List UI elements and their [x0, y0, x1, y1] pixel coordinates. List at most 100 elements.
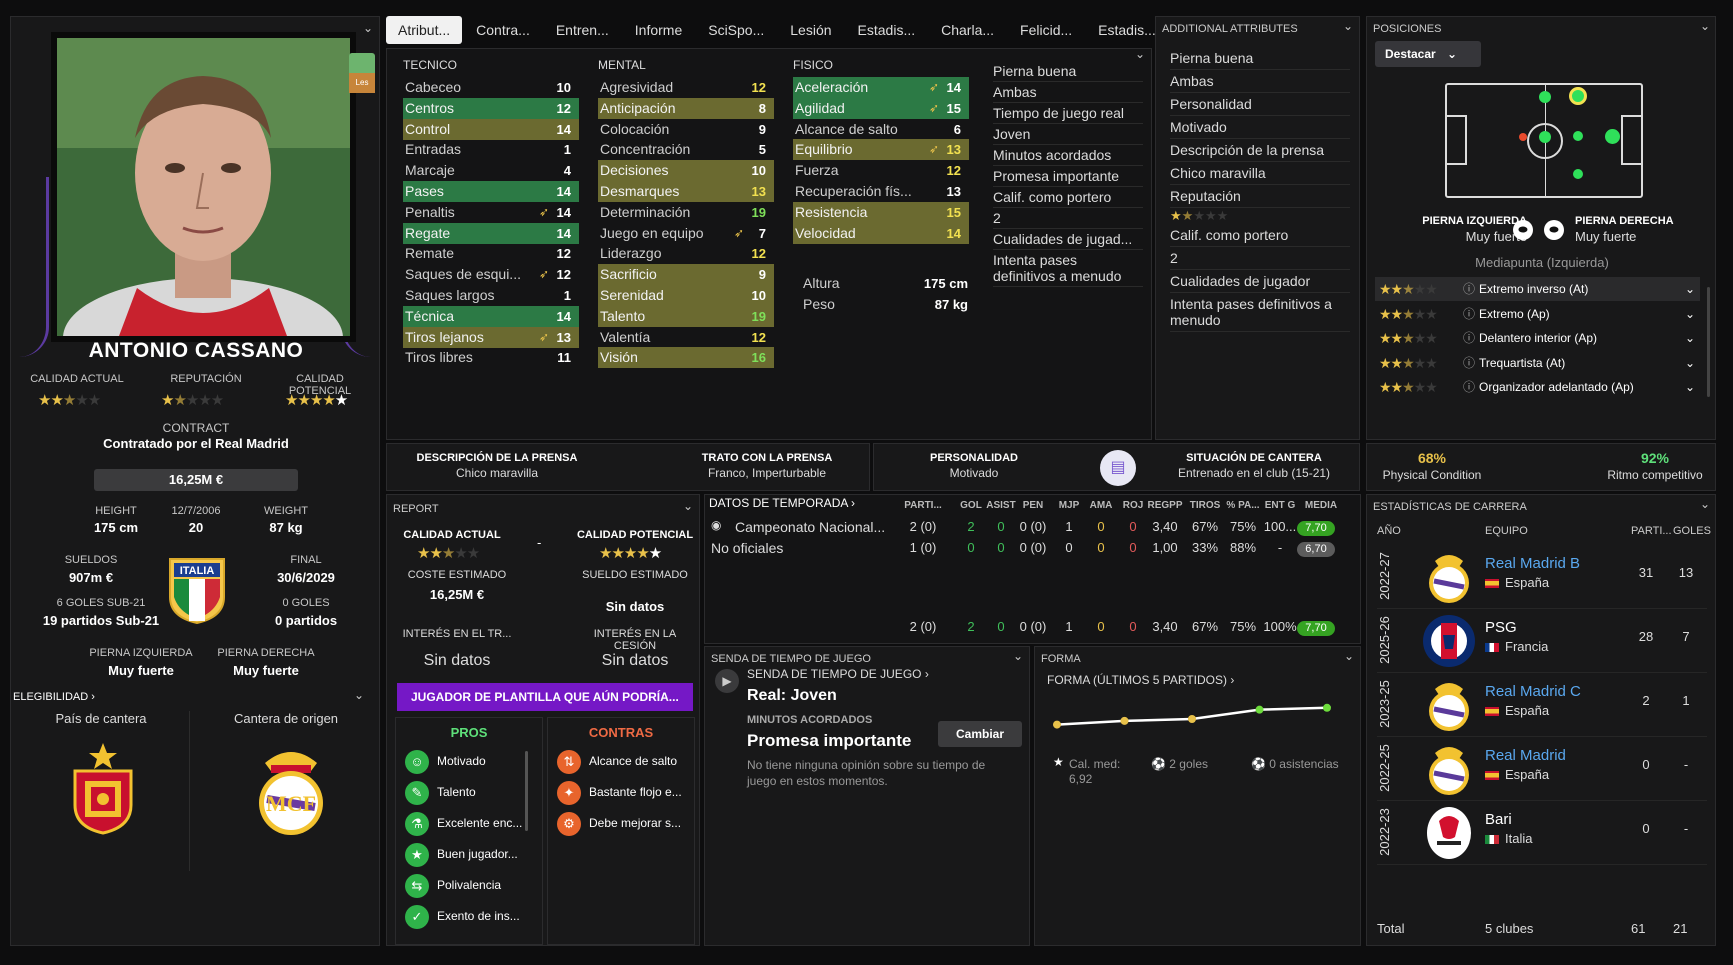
- career-row[interactable]: 2025-26 PSG Francia 28 7: [1377, 609, 1707, 673]
- tab-estadisticas[interactable]: Estadis...: [857, 22, 916, 38]
- info-icon[interactable]: ⓘ: [1463, 282, 1476, 296]
- chevron-down-icon[interactable]: ⌄: [1700, 19, 1711, 33]
- playing-time-link[interactable]: SENDA DE TIEMPO DE JUEGO ›: [747, 667, 929, 681]
- chevron-down-icon[interactable]: ⌄: [1344, 649, 1355, 663]
- attribute-row[interactable]: Marcaje 4: [403, 160, 579, 181]
- tab-informe[interactable]: Informe: [634, 22, 683, 38]
- career-row[interactable]: 2022-25 Real Madrid España 0 -: [1377, 737, 1707, 801]
- tab-scispo[interactable]: SciSpo...: [708, 22, 765, 38]
- team-name[interactable]: Real Madrid: [1485, 747, 1566, 764]
- competition-name[interactable]: No oficiales: [711, 540, 784, 556]
- season-column-header[interactable]: ENT G: [1264, 500, 1296, 511]
- season-column-header[interactable]: ROJ: [1122, 500, 1144, 511]
- chevron-down-icon[interactable]: ⌄: [1685, 380, 1696, 394]
- season-column-header[interactable]: PARTI...: [904, 500, 942, 511]
- info-icon[interactable]: ⓘ: [1463, 380, 1476, 394]
- attribute-row[interactable]: Recuperación fís... 13: [793, 181, 969, 202]
- con-item[interactable]: ⇅ Alcance de salto: [557, 747, 677, 775]
- attribute-row[interactable]: Saques largos 1: [403, 285, 579, 306]
- pro-item[interactable]: ☺ Motivado: [405, 747, 486, 775]
- attribute-row[interactable]: Liderazgo 12: [598, 243, 774, 264]
- role-row[interactable]: ★★★★★ ⓘ Extremo inverso (At) ⌄: [1375, 277, 1700, 301]
- chevron-down-icon[interactable]: ⌄: [1685, 355, 1696, 370]
- change-button[interactable]: Cambiar: [938, 721, 1022, 747]
- season-column-header[interactable]: ASIST: [986, 500, 1016, 511]
- scrollbar[interactable]: [525, 751, 528, 831]
- season-column-header[interactable]: PEN: [1022, 500, 1044, 511]
- role-row[interactable]: ★★★★★ ⓘ Trequartista (At) ⌄: [1375, 351, 1700, 375]
- attribute-row[interactable]: Entradas 1: [403, 139, 579, 160]
- chevron-down-icon[interactable]: ⌄: [1700, 497, 1711, 511]
- tab-estadisticas-2[interactable]: Estadis...: [1098, 22, 1156, 38]
- tab-felicidad[interactable]: Felicid...: [1020, 22, 1073, 38]
- team-name[interactable]: Real Madrid B: [1485, 555, 1581, 572]
- form-last5-link[interactable]: FORMA (ÚLTIMOS 5 PARTIDOS) ›: [1047, 673, 1235, 687]
- attribute-row[interactable]: Control 14: [403, 118, 579, 140]
- attribute-row[interactable]: Aceleración ➶ 14: [793, 77, 969, 98]
- attribute-row[interactable]: Tiros lejanos ➶ 13: [403, 326, 579, 348]
- role-row[interactable]: ★★★★★ ⓘ Organizador adelantado (Ap) ⌄: [1375, 375, 1700, 399]
- info-icon[interactable]: ⓘ: [1463, 306, 1476, 321]
- attribute-row[interactable]: Desmarques 13: [598, 181, 774, 202]
- attribute-row[interactable]: Fuerza 12: [793, 160, 969, 181]
- season-title[interactable]: DATOS DE TEMPORADA ›: [709, 496, 856, 510]
- chevron-down-icon[interactable]: ⌄: [1685, 306, 1696, 321]
- attribute-row[interactable]: Saques de esqui... ➶ 12: [403, 264, 579, 285]
- attribute-row[interactable]: Agresividad 12: [598, 77, 774, 98]
- chevron-down-icon[interactable]: ⌄: [1685, 282, 1696, 296]
- season-column-header[interactable]: TIROS: [1189, 500, 1221, 511]
- career-row[interactable]: 2022-27 Real Madrid B España 31 13: [1377, 545, 1707, 609]
- attribute-row[interactable]: Equilibrio ➶ 13: [793, 139, 969, 161]
- season-column-header[interactable]: AMA: [1089, 500, 1113, 511]
- season-column-header[interactable]: GOL: [960, 500, 982, 511]
- pro-item[interactable]: ★ Buen jugador...: [405, 840, 518, 868]
- attribute-row[interactable]: Colocación 9: [598, 119, 774, 140]
- season-column-header[interactable]: REGPP: [1147, 500, 1183, 511]
- attribute-row[interactable]: Penaltis ➶ 14: [403, 202, 579, 223]
- tab-contrato[interactable]: Contra...: [476, 22, 530, 38]
- info-icon[interactable]: ⓘ: [1463, 355, 1476, 370]
- chevron-down-icon[interactable]: ⌄: [1135, 47, 1146, 61]
- pro-item[interactable]: ✓ Exento de ins...: [405, 902, 520, 930]
- arrow-right-icon[interactable]: ▶: [715, 669, 739, 693]
- attribute-row[interactable]: Resistencia 15: [793, 201, 969, 223]
- con-item[interactable]: ⚙ Debe mejorar s...: [557, 809, 681, 837]
- document-icon[interactable]: ▤: [1100, 450, 1136, 486]
- tab-entrenamiento[interactable]: Entren...: [555, 22, 609, 38]
- report-summary-banner[interactable]: JUGADOR DE PLANTILLA QUE AÚN PODRÍA...: [397, 683, 693, 711]
- tab-charla[interactable]: Charla...: [941, 22, 995, 38]
- tab-atributos[interactable]: Atribut...: [386, 16, 463, 44]
- role-row[interactable]: ★★★★★ ⓘ Delantero interior (Ap) ⌄: [1375, 326, 1700, 350]
- attribute-row[interactable]: Velocidad 14: [793, 222, 969, 244]
- attribute-row[interactable]: Valentía 12: [598, 327, 774, 348]
- career-row[interactable]: 2022-23 Bari Italia 0 -: [1377, 801, 1707, 865]
- chevron-down-icon[interactable]: ⌄: [683, 499, 694, 513]
- info-icon[interactable]: ⓘ: [1463, 331, 1476, 345]
- note-tag[interactable]: Les: [349, 53, 375, 93]
- team-name[interactable]: Real Madrid C: [1485, 683, 1581, 700]
- con-item[interactable]: ✦ Bastante flojo e...: [557, 778, 682, 806]
- attribute-row[interactable]: Centros 12: [403, 97, 579, 119]
- attribute-row[interactable]: Agilidad ➶ 15: [793, 97, 969, 119]
- competition-name[interactable]: Campeonato Nacional...: [735, 519, 886, 535]
- chevron-down-icon[interactable]: ⌄: [1685, 331, 1696, 345]
- attribute-row[interactable]: Decisiones 10: [598, 160, 774, 182]
- attribute-row[interactable]: Regate 14: [403, 222, 579, 244]
- career-row[interactable]: 2023-25 Real Madrid C España 2 1: [1377, 673, 1707, 737]
- season-column-header[interactable]: % PA...: [1226, 500, 1260, 511]
- pro-item[interactable]: ✎ Talento: [405, 778, 476, 806]
- pro-item[interactable]: ⚗ Excelente enc...: [405, 809, 522, 837]
- attribute-row[interactable]: Talento 19: [598, 305, 774, 327]
- attribute-row[interactable]: Anticipación 8: [598, 97, 774, 119]
- attribute-row[interactable]: Técnica 14: [403, 305, 579, 327]
- attribute-row[interactable]: Determinación 19: [598, 202, 774, 223]
- attribute-row[interactable]: Alcance de salto 6: [793, 119, 969, 140]
- chevron-down-icon[interactable]: ⌄: [1013, 649, 1024, 663]
- season-column-header[interactable]: MJP: [1058, 500, 1080, 511]
- attribute-row[interactable]: Sacrificio 9: [598, 264, 774, 286]
- season-column-header[interactable]: MEDIA: [1304, 500, 1338, 511]
- attribute-row[interactable]: Juego en equipo ➶ 7: [598, 223, 774, 244]
- attribute-row[interactable]: Pases 14: [403, 181, 579, 202]
- attribute-row[interactable]: Concentración 5: [598, 139, 774, 160]
- chevron-down-icon[interactable]: ⌄: [363, 21, 374, 35]
